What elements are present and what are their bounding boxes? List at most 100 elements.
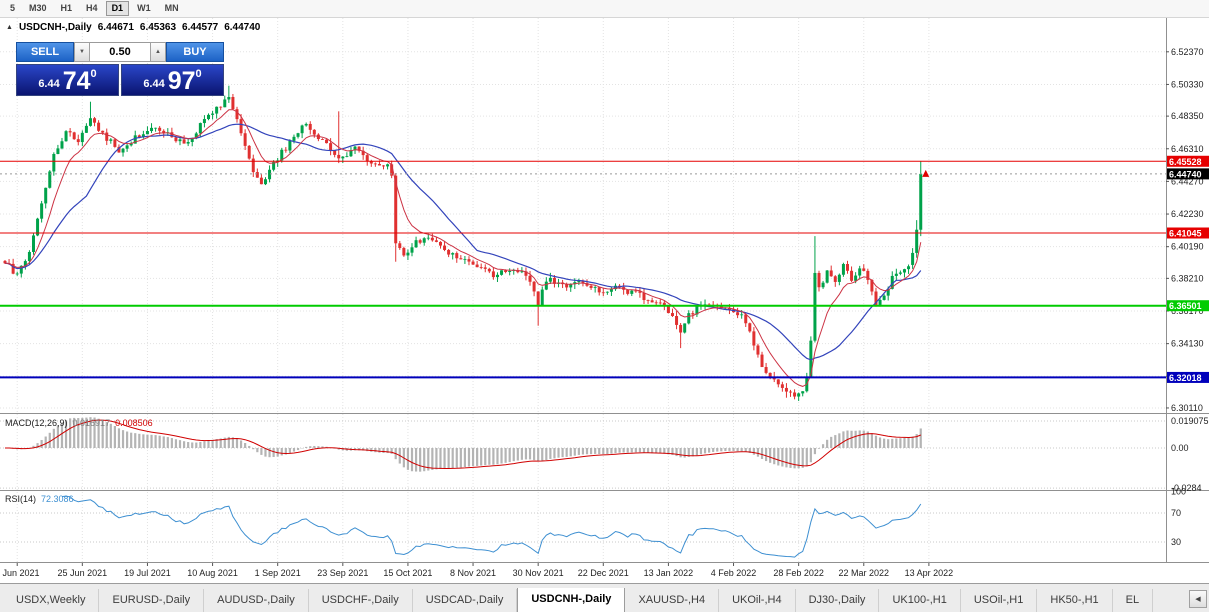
candle-up <box>825 270 829 283</box>
rsi-label: RSI(14) 72.3086 <box>5 494 74 504</box>
timeframe-toolbar: 5 M30 H1 H4 D1 W1 MN <box>0 0 1209 18</box>
candle-down <box>866 270 870 280</box>
candle-up <box>687 313 691 324</box>
candle-up <box>133 135 137 144</box>
candle-down <box>845 264 849 271</box>
candle-down <box>789 391 793 393</box>
candle-down <box>72 132 76 140</box>
buy-price-display[interactable]: 6.44 97 0 <box>121 64 224 96</box>
candle-down <box>361 150 365 156</box>
candle-up <box>186 142 190 144</box>
price-tag-6.32018: 6.32018 <box>1167 371 1209 383</box>
candle-down <box>455 253 459 259</box>
chart-canvas[interactable]: 6.52370 6.50330 6.48350 6.46310 6.44270 6.422… <box>0 18 1209 583</box>
y-axis-label: 6.48350 <box>1171 111 1204 121</box>
candle-down <box>438 241 442 246</box>
svg-text:6.36501: 6.36501 <box>1169 301 1202 311</box>
candle-up <box>422 238 426 243</box>
candle-down <box>634 290 638 292</box>
candle-up <box>15 273 19 275</box>
timeframe-button-5[interactable]: 5 <box>4 1 21 16</box>
chart-tab-usoil-h1[interactable]: USOil-,H1 <box>961 589 1038 612</box>
sell-price-display[interactable]: 6.44 74 0 <box>16 64 119 96</box>
candle-down <box>736 312 740 316</box>
caption-symbol: USDCNH-,Daily <box>18 22 92 33</box>
volume-increase-button[interactable]: ▲ <box>150 42 166 62</box>
buy-button[interactable]: BUY <box>166 42 224 62</box>
candle-up <box>178 139 182 142</box>
chart-tab-dj30-daily[interactable]: DJ30-,Daily <box>796 589 880 612</box>
candle-up <box>695 306 699 315</box>
candle-up <box>84 125 88 133</box>
candle-up <box>683 323 687 333</box>
candle-down <box>284 149 288 151</box>
candle-down <box>325 139 329 144</box>
candle-down <box>870 279 874 292</box>
timeframe-button-h4[interactable]: H4 <box>80 1 104 16</box>
candle-down <box>239 119 243 134</box>
candle-down <box>532 281 536 292</box>
chart-tab-usdx-weekly[interactable]: USDX,Weekly <box>3 589 100 612</box>
x-axis-label: 19 Jul 2021 <box>124 568 171 578</box>
candle-down <box>536 291 540 306</box>
price-arrow-icon <box>922 169 930 177</box>
candle-up <box>40 203 44 219</box>
svg-text:6.44740: 6.44740 <box>1169 169 1202 179</box>
one-click-trading-panel: SELL ▼ ▲ BUY 6.44 74 0 6.44 97 0 <box>16 42 224 96</box>
x-axis-label: 4 Feb 2022 <box>711 568 757 578</box>
trade-prices-row: 6.44 74 0 6.44 97 0 <box>16 64 224 96</box>
y-axis-label: 6.38210 <box>1171 273 1204 283</box>
candle-down <box>589 285 593 288</box>
candle-down <box>3 260 7 264</box>
chart-tab-audusd-daily[interactable]: AUDUSD-,Daily <box>204 589 309 612</box>
candle-down <box>638 291 642 293</box>
candle-down <box>162 130 166 133</box>
tab-scroll-button[interactable]: ◀ <box>1189 590 1207 608</box>
chart-tab-uk100-h1[interactable]: UK100-,H1 <box>879 589 961 612</box>
chart-tab-usdchf-daily[interactable]: USDCHF-,Daily <box>309 589 413 612</box>
chart-tab-usdcad-daily[interactable]: USDCAD-,Daily <box>413 589 518 612</box>
horizontal-lines[interactable] <box>0 160 1166 379</box>
candle-down <box>675 316 679 325</box>
timeframe-button-d1[interactable]: D1 <box>105 1 130 16</box>
timeframe-button-w1[interactable]: W1 <box>131 1 157 16</box>
price-tag-6.44740: 6.44740 <box>1167 168 1209 180</box>
candle-down <box>793 392 797 397</box>
timeframe-button-mn[interactable]: MN <box>159 1 185 16</box>
candles[interactable] <box>3 85 923 401</box>
candle-up <box>508 271 512 272</box>
candle-up <box>48 171 52 188</box>
candle-down <box>679 324 683 333</box>
y-axis-label: 6.44270 <box>1171 176 1204 186</box>
candle-up <box>296 133 300 137</box>
timeframe-button-h1[interactable]: H1 <box>55 1 79 16</box>
candle-up <box>198 123 202 134</box>
sell-button[interactable]: SELL <box>16 42 74 62</box>
volume-input[interactable] <box>90 42 150 62</box>
x-axis-label: 3 Jun 2021 <box>0 568 39 578</box>
chart-tab-usdcnh-daily[interactable]: USDCNH-,Daily <box>517 588 626 612</box>
candle-up <box>898 272 902 274</box>
macd-axis-label: 0.00 <box>1171 443 1189 453</box>
chart-tab-xauusd-h4[interactable]: XAUUSD-,H4 <box>625 589 720 612</box>
candle-down <box>333 150 337 155</box>
candle-down <box>744 314 748 324</box>
candle-up <box>911 252 915 265</box>
volume-decrease-button[interactable]: ▼ <box>74 42 90 62</box>
y-axis-label: 6.30110 <box>1171 403 1203 413</box>
candle-down <box>259 177 263 185</box>
chart-tab-el[interactable]: EL <box>1113 589 1154 612</box>
chart-tab-eurusd-daily[interactable]: EURUSD-,Daily <box>99 589 205 612</box>
candle-down <box>658 302 662 304</box>
candle-down <box>235 109 239 120</box>
chart-tab-hk50-h1[interactable]: HK50-,H1 <box>1037 589 1113 612</box>
candle-down <box>691 313 695 315</box>
candle-down <box>479 267 483 268</box>
x-axis-label: 1 Sep 2021 <box>255 568 301 578</box>
timeframe-button-m30[interactable]: M30 <box>23 1 53 16</box>
candle-up <box>495 274 499 278</box>
candle-down <box>784 387 788 392</box>
candle-down <box>231 97 235 110</box>
chart-tab-ukoil-h4[interactable]: UKOil-,H4 <box>719 589 796 612</box>
